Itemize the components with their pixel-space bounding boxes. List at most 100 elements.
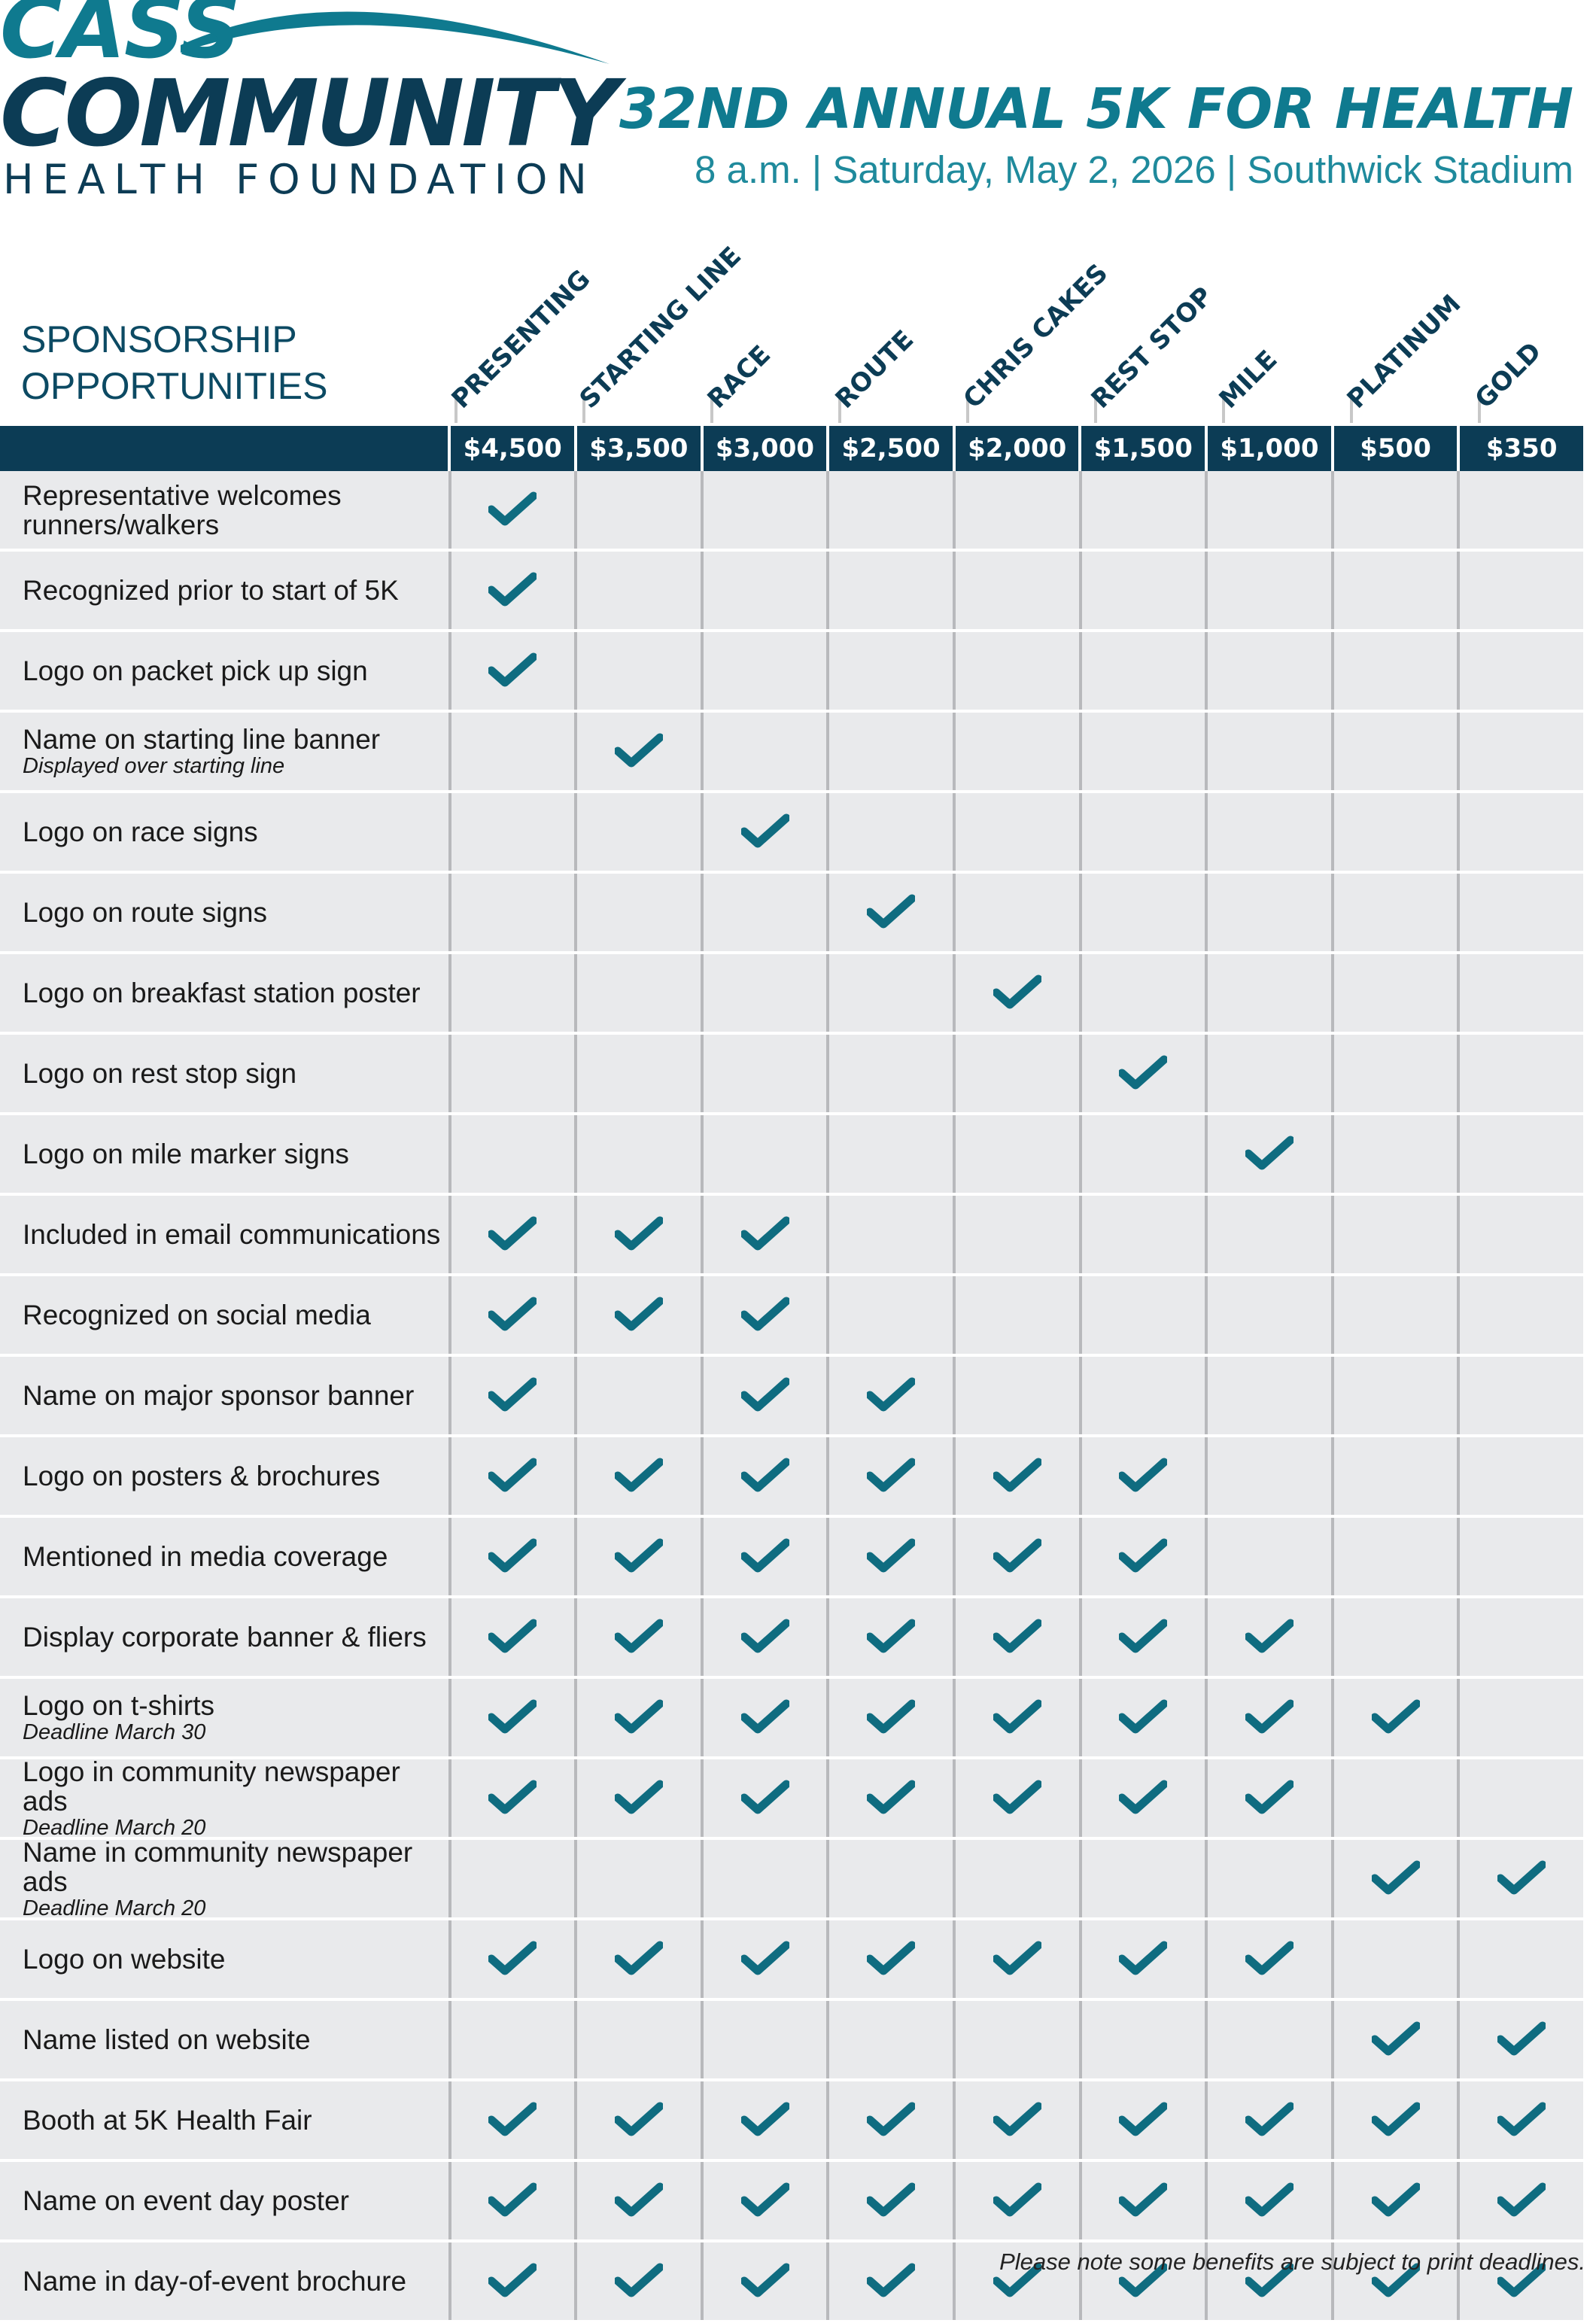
tier-divider xyxy=(1350,393,1353,423)
benefit-cell xyxy=(448,1357,575,1434)
tier-header: PLATINUM xyxy=(1342,286,1475,423)
footnote: Please note some benefits are subject to… xyxy=(999,2249,1585,2275)
benefit-cell xyxy=(953,1920,1079,1998)
benefit-label: Recognized prior to start of 5K xyxy=(0,552,448,629)
benefit-cell xyxy=(574,1035,701,1112)
checkmark-icon xyxy=(740,1780,789,1817)
benefit-label: Logo on t-shirts Deadline March 30 xyxy=(0,1679,448,1756)
benefit-cell xyxy=(953,954,1079,1032)
benefit-row: Logo in community newspaper ads Deadline … xyxy=(0,1757,1583,1840)
benefit-text: Mentioned in media coverage xyxy=(23,1541,388,1572)
tier-divider xyxy=(1222,393,1225,423)
benefit-label: Included in email communications xyxy=(0,1196,448,1273)
checkmark-icon xyxy=(615,1458,664,1495)
benefit-cell xyxy=(1457,1518,1583,1595)
benefit-cell xyxy=(1457,874,1583,951)
checkmark-icon xyxy=(740,1216,789,1254)
benefit-cell xyxy=(1078,1518,1205,1595)
benefit-cell xyxy=(574,1196,701,1273)
benefit-cell xyxy=(1457,2001,1583,2078)
tier-divider xyxy=(1478,393,1481,423)
benefit-cell xyxy=(1457,2162,1583,2239)
tier-name: PLATINUM xyxy=(1341,288,1467,415)
benefit-cell xyxy=(1330,954,1458,1032)
benefit-cell xyxy=(700,954,827,1032)
benefit-cell xyxy=(826,1196,953,1273)
section-label: SPONSORSHIP OPPORTUNITIES xyxy=(21,316,442,409)
benefit-text: Included in email communications xyxy=(23,1219,441,1250)
benefit-note: Deadline March 30 xyxy=(23,1720,206,1744)
benefit-cell xyxy=(826,1518,953,1595)
benefit-cell xyxy=(1078,1357,1205,1434)
benefit-cell xyxy=(1330,1679,1458,1756)
checkmark-icon xyxy=(993,975,1041,1012)
checkmark-icon xyxy=(1245,1136,1294,1173)
checkmark-icon xyxy=(867,1619,916,1656)
benefit-label: Logo on race signs xyxy=(0,793,448,871)
benefit-cell xyxy=(1330,1196,1458,1273)
benefit-cell xyxy=(1078,793,1205,871)
benefit-label: Display corporate banner & fliers xyxy=(0,1598,448,1676)
tier-divider xyxy=(966,393,969,423)
benefit-text: Logo on packet pick up sign xyxy=(23,655,368,686)
benefit-cell xyxy=(826,1840,953,1917)
tier-divider xyxy=(838,393,841,423)
benefit-cell xyxy=(1330,1840,1458,1917)
benefit-cell xyxy=(1457,793,1583,871)
benefit-cell xyxy=(448,1759,575,1837)
benefit-cell xyxy=(953,1518,1079,1595)
benefit-cell xyxy=(448,1920,575,1998)
benefit-cell xyxy=(574,1437,701,1515)
tier-divider xyxy=(582,393,585,423)
checkmark-icon xyxy=(740,1699,789,1737)
checkmark-icon xyxy=(1245,1699,1294,1737)
benefit-cell xyxy=(700,552,827,629)
benefit-cell xyxy=(700,1035,827,1112)
logo-line-3: HEALTH FOUNDATION xyxy=(3,156,596,203)
tier-divider xyxy=(1094,393,1097,423)
benefit-text: Logo on t-shirts xyxy=(23,1690,215,1721)
benefit-cell xyxy=(448,1276,575,1354)
benefit-cell xyxy=(953,1276,1079,1354)
benefit-cell xyxy=(1330,713,1458,790)
benefit-cell xyxy=(448,1518,575,1595)
benefit-cell xyxy=(448,954,575,1032)
benefit-cell xyxy=(953,2001,1079,2078)
benefit-cell xyxy=(1457,1276,1583,1354)
benefit-cell xyxy=(448,1437,575,1515)
swoosh-graphic xyxy=(181,11,610,64)
tier-header: CHRIS CAKES xyxy=(958,258,1114,423)
benefit-row: Display corporate banner & fliers xyxy=(0,1598,1583,1679)
benefit-cell xyxy=(826,713,953,790)
benefit-cell xyxy=(953,471,1079,549)
benefit-cell xyxy=(1457,713,1583,790)
benefit-cell xyxy=(1078,1920,1205,1998)
benefit-cell xyxy=(1205,1920,1331,1998)
checkmark-icon xyxy=(740,1377,789,1415)
benefit-row: Name on major sponsor banner xyxy=(0,1357,1583,1437)
benefit-cell xyxy=(448,1840,575,1917)
checkmark-icon xyxy=(1371,1860,1420,1898)
benefit-cell xyxy=(1078,1759,1205,1837)
checkmark-icon xyxy=(615,2182,664,2220)
benefit-cell xyxy=(1205,1679,1331,1756)
benefit-cell xyxy=(1078,1196,1205,1273)
checkmark-icon xyxy=(1119,1619,1168,1656)
checkmark-icon xyxy=(488,652,537,690)
checkmark-icon xyxy=(993,1941,1041,1978)
checkmark-icon xyxy=(1497,1860,1546,1898)
benefit-row: Logo on rest stop sign xyxy=(0,1035,1583,1115)
benefit-row: Recognized prior to start of 5K xyxy=(0,552,1583,632)
checkmark-icon xyxy=(1245,1619,1294,1656)
benefit-row: Name on starting line banner Displayed ov… xyxy=(0,713,1583,793)
benefit-cell xyxy=(1457,1357,1583,1434)
tier-name: ROUTE xyxy=(829,324,920,415)
benefit-cell xyxy=(1205,1357,1331,1434)
benefit-cell xyxy=(826,552,953,629)
benefit-cell xyxy=(574,793,701,871)
benefit-cell xyxy=(1205,2162,1331,2239)
tier-name: MILE xyxy=(1213,344,1284,415)
checkmark-icon xyxy=(1119,1458,1168,1495)
benefit-cell xyxy=(826,1759,953,1837)
checkmark-icon xyxy=(615,1216,664,1254)
